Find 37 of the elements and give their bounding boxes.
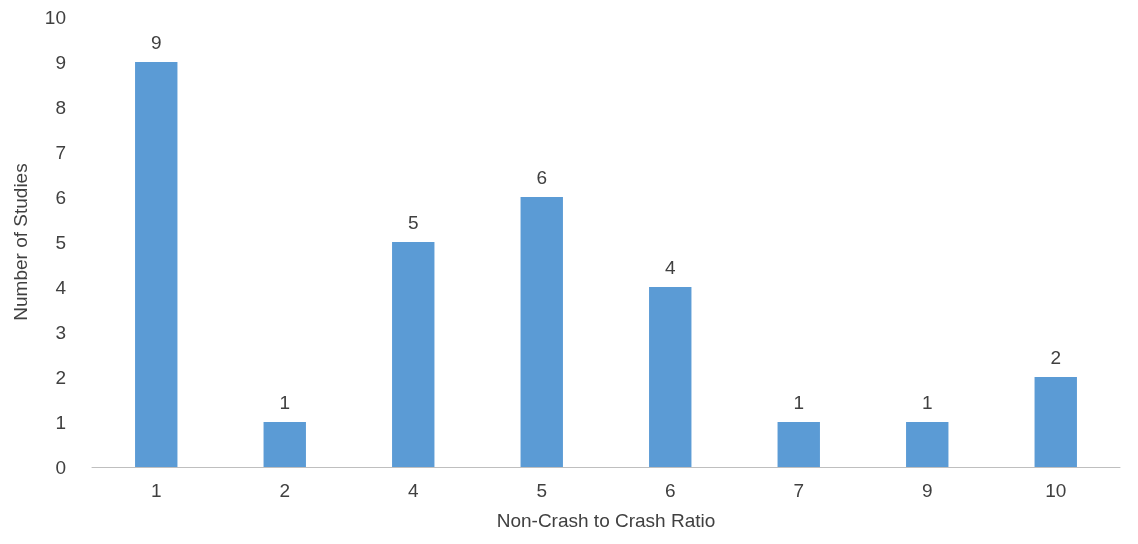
y-tick-label: 3 [55,321,66,343]
y-tick-label: 8 [55,96,66,118]
x-tick-label: 4 [407,480,419,501]
y-tick-label: 4 [55,276,67,298]
y-tick-label: 0 [55,456,66,478]
bar [520,197,563,467]
data-label: 1 [793,392,805,413]
y-tick-label: 2 [55,366,66,388]
y-tick-label: 10 [44,6,66,28]
bar [649,287,692,467]
data-label: 5 [407,212,419,233]
bar [392,242,435,467]
x-tick-label: 1 [150,480,162,501]
data-label: 1 [279,392,291,413]
y-tick-label: 9 [55,51,66,73]
x-tick-label: 5 [536,480,548,501]
y-tick-label: 7 [55,141,66,163]
data-label: 2 [1050,347,1062,368]
data-label: 1 [921,392,933,413]
x-tick-label: 2 [279,480,291,501]
data-label: 9 [150,32,162,53]
x-tick-label: 7 [793,480,805,501]
bar [263,422,306,467]
data-label: 6 [536,167,548,188]
y-tick-label: 1 [55,411,66,433]
data-label: 4 [664,257,676,278]
x-tick-label: 9 [921,480,933,501]
bar [135,62,178,467]
bar [906,422,949,467]
y-tick-label: 6 [55,186,66,208]
bar [777,422,820,467]
y-tick-label: 5 [55,231,66,253]
x-tick-label: 10 [1045,480,1067,501]
y-axis-title: Number of Studies [10,163,31,321]
x-axis-title: Non-Crash to Crash Ratio [496,510,716,531]
bar [1034,377,1077,467]
x-tick-label: 6 [664,480,676,501]
